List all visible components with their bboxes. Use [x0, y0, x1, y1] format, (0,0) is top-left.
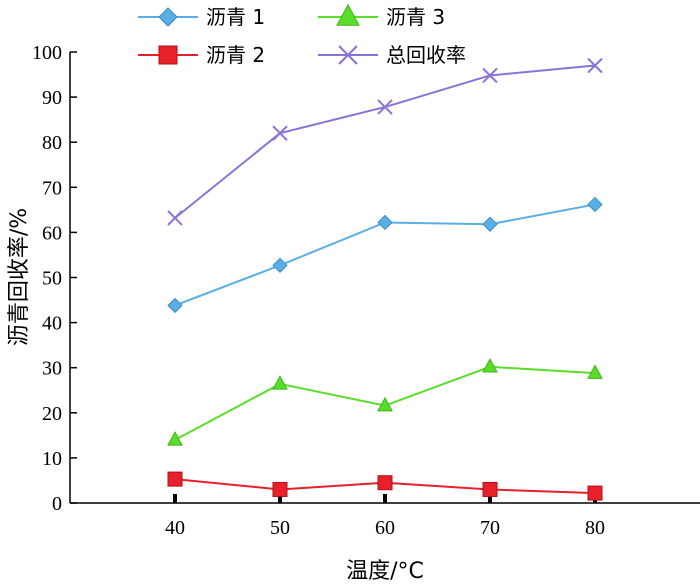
data-point-diamond [482, 216, 498, 232]
data-point-x [587, 57, 603, 74]
data-point-triangle [336, 3, 360, 26]
data-point-square [167, 471, 183, 487]
y-tick-label: 60 [42, 222, 62, 244]
data-point-diamond [587, 196, 603, 213]
data-point-x [272, 125, 288, 141]
data-point-square [272, 481, 288, 497]
y-tick-label: 90 [42, 87, 62, 109]
series-4 [167, 57, 603, 226]
y-tick-label: 70 [42, 177, 62, 199]
y-tick-label: 10 [42, 448, 62, 470]
data-point-diamond [167, 297, 183, 314]
y-tick-label: 20 [42, 403, 62, 425]
legend-item-4: 总回收率 [318, 43, 466, 67]
x-marker-stroke [377, 99, 393, 115]
data-point-square [482, 481, 498, 497]
legend-item-1: 沥青 1 [138, 5, 265, 29]
data-point-triangle [482, 358, 498, 373]
x-tick-label: 70 [480, 517, 500, 539]
data-point-diamond [158, 7, 178, 27]
y-ticks: 0 10 20 30 40 50 60 70 80 90 100 [32, 42, 77, 515]
y-tick-label: 50 [42, 268, 62, 290]
y-axis-title: 沥青回收率/% [7, 208, 32, 346]
data-point-square [158, 45, 178, 65]
data-point-triangle [377, 396, 393, 412]
legend-label: 沥青 3 [386, 5, 445, 29]
data-point-diamond [377, 214, 393, 231]
x-marker-stroke [587, 57, 603, 74]
y-tick-label: 30 [42, 358, 62, 380]
legend-item-3: 沥青 3 [318, 3, 445, 29]
x-tick-label: 40 [165, 517, 185, 539]
series-group [167, 57, 603, 501]
legend-item-2: 沥青 2 [138, 43, 265, 67]
data-point-x [482, 67, 498, 84]
x-marker-stroke [167, 210, 183, 226]
series-1 [167, 196, 603, 314]
data-point-triangle [272, 375, 288, 390]
x-axis-title: 温度/°C [346, 559, 424, 584]
x-marker-stroke [272, 125, 288, 141]
data-point-x [167, 210, 183, 226]
legend-label: 沥青 1 [206, 5, 265, 29]
x-tick-label: 60 [375, 517, 395, 539]
series-3 [167, 358, 603, 446]
y-tick-label: 0 [52, 493, 62, 515]
x-tick-label: 50 [270, 517, 290, 539]
y-tick-label: 80 [42, 132, 62, 154]
y-tick-label: 40 [42, 313, 62, 335]
y-tick-label: 100 [32, 42, 62, 64]
data-point-x [338, 45, 358, 65]
x-marker-stroke [338, 45, 358, 65]
series-line [174, 64, 596, 219]
data-point-diamond [272, 257, 288, 274]
legend: 沥青 1 沥青 2 沥青 3 总回收率 [138, 3, 466, 67]
x-ticks: 40 50 60 70 80 [165, 494, 605, 539]
legend-label: 总回收率 [386, 43, 466, 67]
data-point-square [587, 485, 603, 501]
data-point-square [377, 475, 393, 491]
data-point-triangle [167, 431, 183, 446]
data-point-triangle [587, 364, 603, 379]
axes [69, 52, 700, 504]
x-marker-stroke [482, 67, 498, 84]
data-point-x [377, 99, 393, 115]
x-tick-label: 80 [585, 517, 605, 539]
series-2 [167, 471, 603, 501]
legend-label: 沥青 2 [206, 43, 265, 67]
